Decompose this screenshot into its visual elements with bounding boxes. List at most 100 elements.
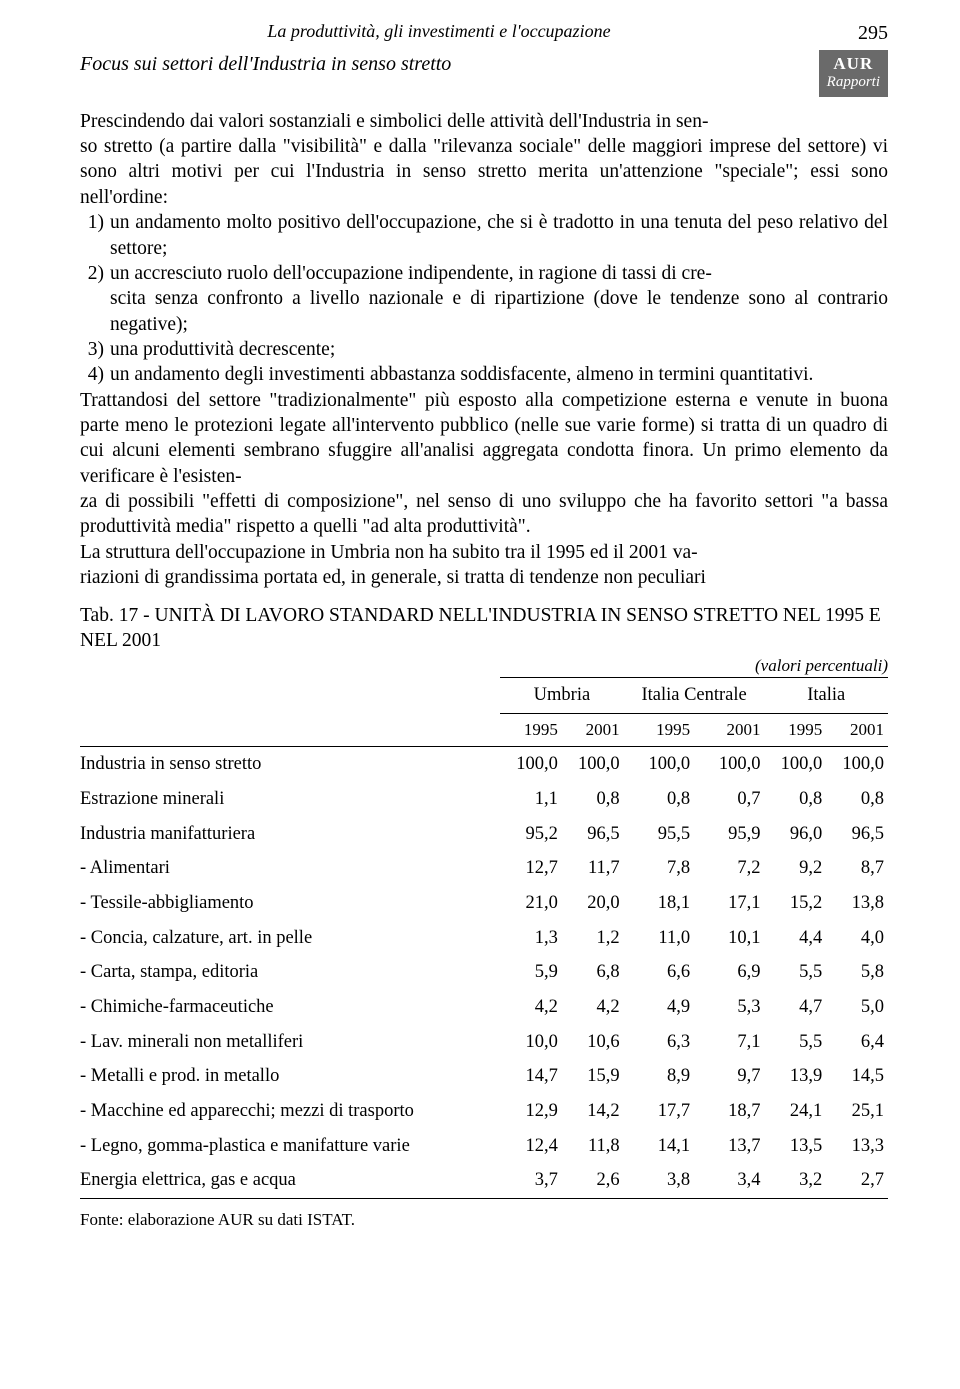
badge-line1: AUR — [827, 54, 880, 74]
cell-value: 96,0 — [765, 817, 827, 852]
cell-value: 9,2 — [765, 851, 827, 886]
table-row: Energia elettrica, gas e acqua3,72,63,83… — [80, 1163, 888, 1198]
row-label: - Metalli e prod. in metallo — [80, 1059, 500, 1094]
table-row: - Alimentari12,711,77,87,29,28,7 — [80, 851, 888, 886]
cell-value: 13,7 — [694, 1129, 764, 1164]
row-label: - Carta, stampa, editoria — [80, 955, 500, 990]
col-group: Italia — [765, 678, 888, 714]
cell-value: 95,2 — [500, 817, 562, 852]
list-marker: 2) — [80, 261, 110, 337]
list-marker: 1) — [80, 210, 110, 261]
row-label: - Legno, gomma-plastica e manifatture va… — [80, 1129, 500, 1164]
table-source: Fonte: elaborazione AUR su dati ISTAT. — [80, 1209, 888, 1231]
cell-value: 95,5 — [624, 817, 694, 852]
cell-value: 0,7 — [694, 782, 764, 817]
list-text: un accresciuto ruolo dell'occupazione in… — [110, 261, 888, 337]
cell-value: 5,5 — [765, 955, 827, 990]
cell-value: 13,5 — [765, 1129, 827, 1164]
list-item: 2) un accresciuto ruolo dell'occupazione… — [80, 261, 888, 337]
para2a: Trattandosi del settore "tradizionalment… — [80, 388, 888, 489]
cell-value: 11,7 — [562, 851, 624, 886]
cell-value: 100,0 — [826, 747, 888, 782]
cell-value: 1,1 — [500, 782, 562, 817]
para3b: riazioni di grandissima portata ed, in g… — [80, 565, 888, 590]
cell-value: 100,0 — [500, 747, 562, 782]
cell-value: 13,3 — [826, 1129, 888, 1164]
year-header: 2001 — [826, 713, 888, 746]
cell-value: 4,2 — [500, 990, 562, 1025]
cell-value: 3,7 — [500, 1163, 562, 1198]
cell-value: 24,1 — [765, 1094, 827, 1129]
cell-value: 10,0 — [500, 1025, 562, 1060]
cell-value: 14,2 — [562, 1094, 624, 1129]
cell-value: 11,8 — [562, 1129, 624, 1164]
badge-line2: Rapporti — [827, 74, 880, 91]
cell-value: 95,9 — [694, 817, 764, 852]
para3a: La struttura dell'occupazione in Umbria … — [80, 540, 888, 565]
cell-value: 15,9 — [562, 1059, 624, 1094]
body-text: Prescindendo dai valori sostanziali e si… — [80, 109, 888, 591]
para1a: Prescindendo dai valori sostanziali e si… — [80, 109, 888, 134]
cell-value: 12,9 — [500, 1094, 562, 1129]
cell-value: 6,9 — [694, 955, 764, 990]
cell-value: 8,7 — [826, 851, 888, 886]
cell-value: 7,2 — [694, 851, 764, 886]
cell-value: 12,4 — [500, 1129, 562, 1164]
page-header: La produttività, gli investimenti e l'oc… — [80, 20, 888, 97]
cell-value: 9,7 — [694, 1059, 764, 1094]
row-label: - Lav. minerali non metalliferi — [80, 1025, 500, 1060]
col-group: Umbria — [500, 678, 623, 714]
section-title: Focus sui settori dell'Industria in sens… — [80, 51, 798, 77]
cell-value: 13,9 — [765, 1059, 827, 1094]
cell-value: 5,8 — [826, 955, 888, 990]
cell-value: 100,0 — [694, 747, 764, 782]
row-label: Energia elettrica, gas e acqua — [80, 1163, 500, 1198]
cell-value: 14,5 — [826, 1059, 888, 1094]
cell-value: 7,1 — [694, 1025, 764, 1060]
cell-value: 1,3 — [500, 921, 562, 956]
cell-value: 12,7 — [500, 851, 562, 886]
table-row: - Carta, stampa, editoria5,96,86,66,95,5… — [80, 955, 888, 990]
cell-value: 5,3 — [694, 990, 764, 1025]
data-table: Umbria Italia Centrale Italia 1995 2001 … — [80, 677, 888, 1199]
cell-value: 5,9 — [500, 955, 562, 990]
cell-value: 3,4 — [694, 1163, 764, 1198]
cell-value: 0,8 — [624, 782, 694, 817]
cell-value: 11,0 — [624, 921, 694, 956]
list-marker: 4) — [80, 362, 110, 387]
cell-value: 6,3 — [624, 1025, 694, 1060]
row-label: Estrazione minerali — [80, 782, 500, 817]
cell-value: 5,0 — [826, 990, 888, 1025]
table-units-note: (valori percentuali) — [80, 655, 888, 677]
cell-value: 4,9 — [624, 990, 694, 1025]
year-header: 1995 — [500, 713, 562, 746]
list-text: un andamento molto positivo dell'occupaz… — [110, 210, 888, 261]
cell-value: 4,0 — [826, 921, 888, 956]
table-year-row: 1995 2001 1995 2001 1995 2001 — [80, 713, 888, 746]
cell-value: 4,7 — [765, 990, 827, 1025]
row-label: Industria in senso stretto — [80, 747, 500, 782]
cell-value: 6,8 — [562, 955, 624, 990]
cell-value: 8,9 — [624, 1059, 694, 1094]
table-title: Tab. 17 - UNITÀ DI LAVORO STANDARD NELL'… — [80, 604, 888, 653]
numbered-list: 1) un andamento molto positivo dell'occu… — [80, 210, 888, 387]
cell-value: 18,1 — [624, 886, 694, 921]
page-number: 295 — [798, 20, 888, 46]
cell-value: 0,8 — [826, 782, 888, 817]
cell-value: 100,0 — [765, 747, 827, 782]
table-row: - Metalli e prod. in metallo14,715,98,99… — [80, 1059, 888, 1094]
cell-value: 18,7 — [694, 1094, 764, 1129]
cell-value: 3,2 — [765, 1163, 827, 1198]
cell-value: 14,7 — [500, 1059, 562, 1094]
cell-value: 15,2 — [765, 886, 827, 921]
table-row: Industria manifatturiera95,296,595,595,9… — [80, 817, 888, 852]
cell-value: 21,0 — [500, 886, 562, 921]
cell-value: 7,8 — [624, 851, 694, 886]
list-item: 4) un andamento degli investimenti abbas… — [80, 362, 888, 387]
cell-value: 13,8 — [826, 886, 888, 921]
running-head: La produttività, gli investimenti e l'oc… — [80, 20, 798, 43]
cell-value: 10,1 — [694, 921, 764, 956]
list-text: una produttività decrescente; — [110, 337, 888, 362]
cell-value: 0,8 — [765, 782, 827, 817]
para2b: za di possibili "effetti di composizione… — [80, 489, 888, 540]
